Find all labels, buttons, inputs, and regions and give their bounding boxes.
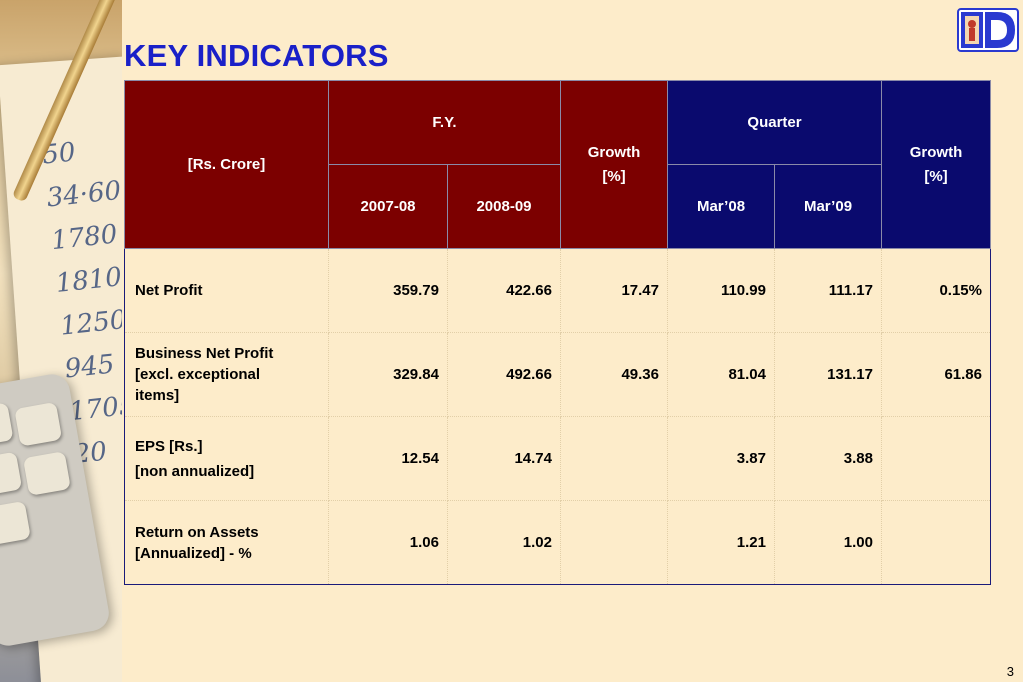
value-cell: 12.54 [328,416,448,501]
value-cell [881,416,991,501]
value-cell: 359.79 [328,248,448,333]
fy-growth-header: Growth [%] [560,80,668,249]
row-label: Return on Assets [Annualized] - % [124,500,329,585]
value-cell: 329.84 [328,332,448,417]
fy-year-header: 2008-09 [447,164,561,249]
quarter-growth-header: Growth [%] [881,80,991,249]
row-label: EPS [Rs.] [non annualized] [124,416,329,501]
row-label: Net Profit [124,248,329,333]
value-cell: 0.15% [881,248,991,333]
row-label: Business Net Profit [excl. exceptional i… [124,332,329,417]
quarter-header-cell: Mar’09 [774,164,882,249]
value-cell [560,416,668,501]
value-cell: 1.02 [447,500,561,585]
slide-title: KEY INDICATORS [124,38,389,73]
table-row-business-net-profit: Business Net Profit [excl. exceptional i… [124,332,991,417]
bank-logo-icon [957,8,1019,52]
value-cell: 17.47 [560,248,668,333]
table-row-eps: EPS [Rs.] [non annualized] 12.54 14.74 3… [124,416,991,501]
value-cell: 110.99 [667,248,775,333]
value-cell: 3.88 [774,416,882,501]
fy-header: F.Y. [328,80,561,165]
quarter-header: Quarter [667,80,882,165]
fy-year-header: 2007-08 [328,164,448,249]
table-row-net-profit: Net Profit 359.79 422.66 17.47 110.99 11… [124,248,991,333]
value-cell: 1.21 [667,500,775,585]
key-indicators-table: [Rs. Crore] F.Y. Growth [%] Quarter Grow… [124,80,991,585]
table-row-return-on-assets: Return on Assets [Annualized] - % 1.06 1… [124,500,991,585]
unit-header: [Rs. Crore] [124,80,329,249]
value-cell: 3.87 [667,416,775,501]
value-cell: 111.17 [774,248,882,333]
value-cell: 49.36 [560,332,668,417]
decorative-side-photo: 50 34·60 1780 1810 1250 945 1705 20 [0,0,122,682]
value-cell: 131.17 [774,332,882,417]
value-cell: 61.86 [881,332,991,417]
page-number: 3 [1006,664,1014,679]
value-cell: 14.74 [447,416,561,501]
quarter-header-cell: Mar’08 [667,164,775,249]
value-cell [560,500,668,585]
value-cell [881,500,991,585]
value-cell: 492.66 [447,332,561,417]
value-cell: 422.66 [447,248,561,333]
value-cell: 1.06 [328,500,448,585]
value-cell: 1.00 [774,500,882,585]
value-cell: 81.04 [667,332,775,417]
